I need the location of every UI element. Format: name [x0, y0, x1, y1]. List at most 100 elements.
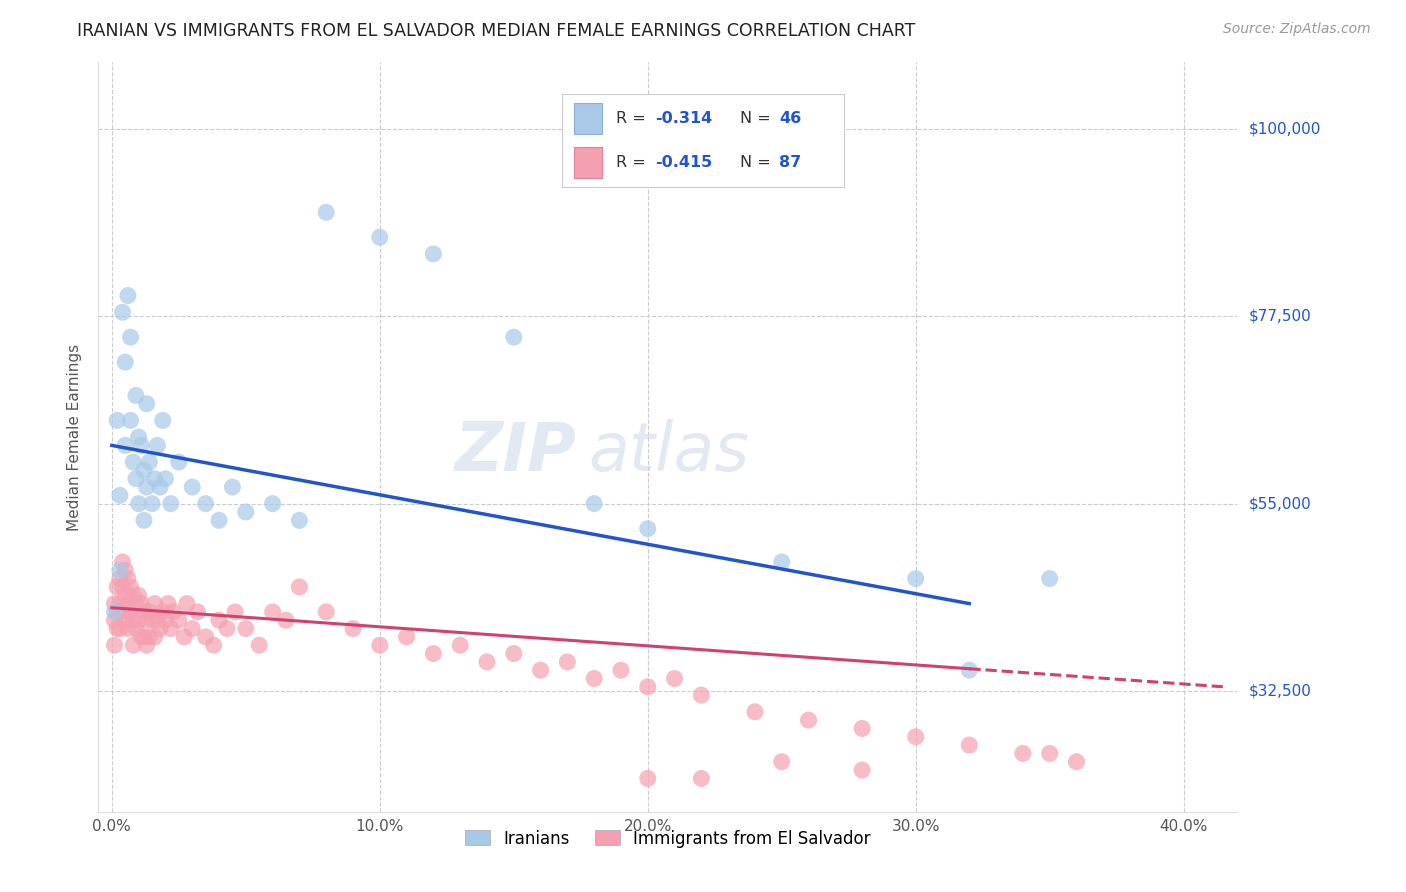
Point [129, 630, 152, 644]
Point [851, 722, 873, 736]
Text: $77,500: $77,500 [1249, 309, 1312, 324]
Point [125, 622, 148, 636]
Point [155, 613, 177, 627]
Point [288, 513, 311, 527]
Point [103, 605, 125, 619]
Point [135, 613, 157, 627]
Point [149, 480, 172, 494]
Bar [574, 103, 602, 134]
Point [128, 497, 150, 511]
Point [690, 772, 713, 786]
Point [117, 622, 139, 636]
Point [132, 630, 155, 644]
Point [208, 613, 231, 627]
Y-axis label: Median Female Earnings: Median Female Earnings [67, 343, 83, 531]
Legend: Iranians, Immigrants from El Salvador: Iranians, Immigrants from El Salvador [457, 822, 879, 855]
Point [957, 738, 980, 752]
Point [135, 638, 157, 652]
Point [111, 580, 134, 594]
Point [152, 605, 174, 619]
Point [1012, 747, 1035, 761]
Point [141, 613, 163, 627]
Point [128, 430, 150, 444]
Point [138, 630, 160, 644]
Point [797, 713, 820, 727]
Point [288, 580, 311, 594]
Text: $55,000: $55,000 [1249, 496, 1312, 511]
Point [122, 638, 145, 652]
Point [105, 413, 128, 427]
Point [105, 580, 128, 594]
Point [167, 613, 190, 627]
Point [125, 597, 148, 611]
Point [146, 613, 169, 627]
Point [208, 513, 231, 527]
Point [125, 472, 148, 486]
Point [135, 397, 157, 411]
Text: N =: N = [740, 111, 776, 126]
Point [120, 580, 142, 594]
Point [475, 655, 498, 669]
Point [247, 638, 270, 652]
Point [122, 613, 145, 627]
Point [132, 605, 155, 619]
Point [194, 630, 217, 644]
Point [162, 605, 184, 619]
Point [122, 588, 145, 602]
Point [135, 480, 157, 494]
Point [141, 497, 163, 511]
Point [262, 497, 284, 511]
Point [215, 622, 238, 636]
Point [143, 630, 166, 644]
Text: 46: 46 [779, 111, 801, 126]
Point [235, 622, 257, 636]
Text: 87: 87 [779, 155, 801, 170]
Point [129, 438, 152, 452]
Point [117, 597, 139, 611]
Point [422, 647, 444, 661]
Point [744, 705, 766, 719]
Point [502, 330, 524, 344]
Point [128, 613, 150, 627]
Point [143, 597, 166, 611]
Point [224, 605, 246, 619]
Point [502, 647, 524, 661]
Point [114, 563, 136, 577]
Point [108, 597, 131, 611]
Point [1039, 747, 1062, 761]
Point [122, 455, 145, 469]
Text: $32,500: $32,500 [1249, 683, 1312, 698]
Point [159, 497, 181, 511]
Point [315, 605, 337, 619]
Point [108, 572, 131, 586]
Point [125, 388, 148, 402]
Point [262, 605, 284, 619]
Point [143, 472, 166, 486]
Point [637, 522, 659, 536]
Point [368, 230, 391, 244]
Point [111, 555, 134, 569]
Point [167, 455, 190, 469]
Point [103, 597, 125, 611]
Point [194, 497, 217, 511]
Point [103, 613, 125, 627]
Point [129, 597, 152, 611]
Point [274, 613, 297, 627]
Point [557, 655, 579, 669]
Point [637, 772, 659, 786]
Point [103, 638, 125, 652]
Point [422, 247, 444, 261]
Point [664, 672, 686, 686]
Point [173, 630, 195, 644]
Point [111, 605, 134, 619]
Point [690, 688, 713, 702]
Point [108, 563, 131, 577]
Text: $100,000: $100,000 [1249, 121, 1320, 136]
Text: IRANIAN VS IMMIGRANTS FROM EL SALVADOR MEDIAN FEMALE EARNINGS CORRELATION CHART: IRANIAN VS IMMIGRANTS FROM EL SALVADOR M… [77, 22, 915, 40]
Point [315, 205, 337, 219]
Point [105, 605, 128, 619]
Point [770, 755, 793, 769]
Point [117, 572, 139, 586]
Text: N =: N = [740, 155, 776, 170]
Point [202, 638, 225, 652]
